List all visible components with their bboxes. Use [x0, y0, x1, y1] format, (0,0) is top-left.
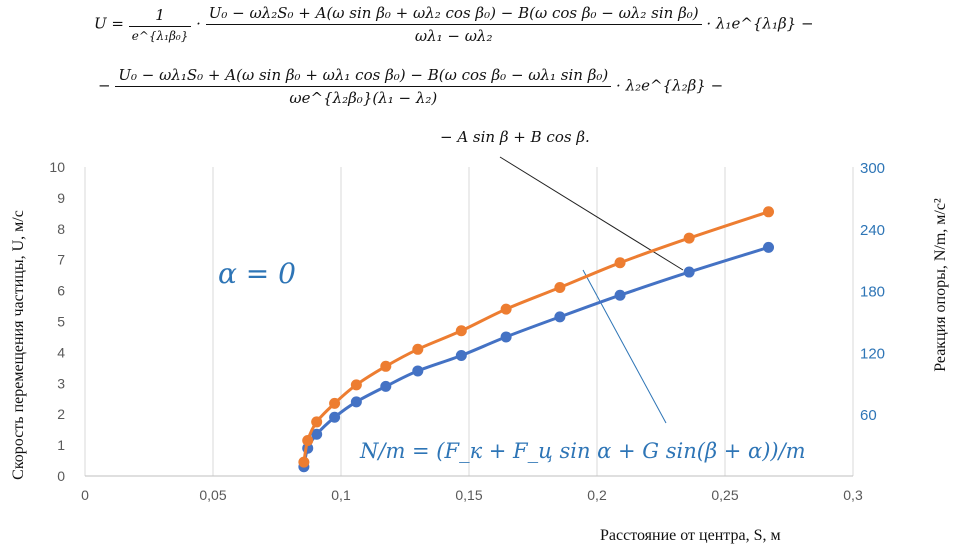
formula-line-2-lead: − [98, 76, 111, 95]
formula-line-1: U = 1 e^{λ₁β₀} · U₀ − ωλ₂S₀ + A(ω sin β₀… [94, 4, 814, 45]
formula-fraction-1: 1 e^{λ₁β₀} [128, 6, 192, 43]
series-0-point-3 [329, 411, 341, 423]
formula-lhs: U = [94, 14, 124, 33]
x-tick-label-3: 0,15 [455, 487, 482, 503]
formula-fraction-3-num: U₀ − ωλ₁S₀ + A(ω sin β₀ + ωλ₁ cos β₀) − … [115, 66, 612, 87]
series-1-point-0 [298, 456, 310, 468]
x-tick-label-2: 0,1 [331, 487, 351, 503]
y-left-axis-ticks: 0 1 2 3 4 5 6 7 8 9 10 [49, 159, 65, 484]
alpha-annotation: α = 0 [218, 257, 296, 290]
series-1-point-4 [350, 379, 362, 391]
y-right-label-box: Реакция опоры, N/m, м/с² [928, 160, 954, 410]
formula-line-3: − A sin β + B cos β. [440, 128, 590, 146]
y-left-tick-label-7: 7 [57, 252, 65, 268]
y-left-tick-label-4: 4 [57, 344, 65, 360]
x-tick-label-5: 0,25 [711, 487, 738, 503]
formula-fraction-1-num: 1 [128, 6, 192, 27]
formula-fraction-1-den: e^{λ₁β₀} [131, 29, 189, 43]
y-right-tick-label-2: 180 [860, 284, 885, 301]
series-1-point-9 [554, 282, 566, 294]
reaction-formula: N/m = (F_к + F_ц sin α + G sin(β + α))/m [359, 439, 806, 463]
formula-fraction-3-den: ωe^{λ₂β₀}(λ₁ − λ₂) [289, 89, 438, 107]
series-1-point-7 [455, 325, 467, 337]
formula-dot: · [196, 14, 201, 33]
y-left-tick-label-9: 9 [57, 190, 65, 206]
y-left-label-box: Скорость перемещения частицы, U, м/с [6, 170, 32, 520]
series-0-point-7 [455, 349, 467, 361]
x-tick-label-4: 0,2 [587, 487, 607, 503]
x-tick-label-1: 0,05 [199, 487, 226, 503]
chart-pointer-line [582, 269, 667, 424]
x-axis-label: Расстояние от центра, S, м [600, 527, 781, 544]
series-0-point-9 [554, 311, 566, 323]
series-0-point-10 [614, 289, 626, 301]
series-0-point-12 [763, 241, 775, 253]
y-right-tick-label-4: 300 [860, 160, 885, 177]
y-right-tick-label-0: 60 [860, 407, 877, 424]
y-right-tick-label-1: 120 [860, 345, 885, 362]
y-right-label: Реакция опоры, N/m, м/с² [932, 198, 949, 372]
series-0-point-4 [350, 396, 362, 408]
chart-series [298, 206, 775, 473]
series-1-point-1 [302, 434, 314, 446]
series-1-point-10 [614, 257, 626, 269]
y-left-tick-label-5: 5 [57, 314, 65, 330]
y-left-tick-label-3: 3 [57, 375, 65, 391]
x-tick-label-0: 0 [81, 487, 89, 503]
series-1-point-3 [329, 397, 341, 409]
y-right-tick-label-3: 240 [860, 222, 885, 239]
series-line-1 [302, 210, 769, 463]
series-line-0 [302, 245, 769, 467]
x-axis-ticks: 0 0,05 0,1 0,15 0,2 0,25 0,3 [81, 487, 863, 503]
x-tick-label-6: 0,3 [843, 487, 863, 503]
series-1-point-8 [500, 303, 512, 315]
chart-grid [84, 167, 854, 477]
series-1-point-6 [412, 343, 424, 355]
series-0-point-2 [311, 428, 323, 440]
y-left-label: Скорость перемещения частицы, U, м/с [10, 210, 27, 480]
formula-line-1-tail: · λ₁e^{λ₁β} − [706, 14, 814, 33]
series-0-point-8 [500, 331, 512, 343]
y-left-tick-label-1: 1 [57, 437, 65, 453]
series-0-point-5 [380, 380, 392, 392]
series-1-point-12 [763, 206, 775, 218]
y-left-tick-label-2: 2 [57, 406, 65, 422]
formula-fraction-2-num: U₀ − ωλ₂S₀ + A(ω sin β₀ + ωλ₂ cos β₀) − … [205, 4, 702, 25]
y-left-tick-label-0: 0 [57, 468, 65, 484]
formula-fraction-2: U₀ − ωλ₂S₀ + A(ω sin β₀ + ωλ₂ cos β₀) − … [205, 4, 702, 45]
formula-line-2: − U₀ − ωλ₁S₀ + A(ω sin β₀ + ωλ₁ cos β₀) … [98, 66, 723, 107]
formula-fraction-3: U₀ − ωλ₁S₀ + A(ω sin β₀ + ωλ₁ cos β₀) − … [115, 66, 612, 107]
series-0-point-11 [683, 266, 695, 278]
y-left-tick-label-8: 8 [57, 221, 65, 237]
y-right-axis-ticks: 60 120 180 240 300 [860, 160, 885, 424]
formula-fraction-2-den: ωλ₁ − ωλ₂ [414, 27, 493, 45]
y-left-tick-label-10: 10 [49, 159, 65, 175]
series-1-point-11 [683, 232, 695, 244]
series-1-point-2 [311, 416, 323, 428]
series-0-point-6 [412, 365, 424, 377]
series-1-point-5 [380, 360, 392, 372]
formula-line-2-tail: · λ₂e^{λ₂β} − [616, 76, 724, 95]
formula-pointer-line [499, 156, 684, 271]
y-left-tick-label-6: 6 [57, 283, 65, 299]
